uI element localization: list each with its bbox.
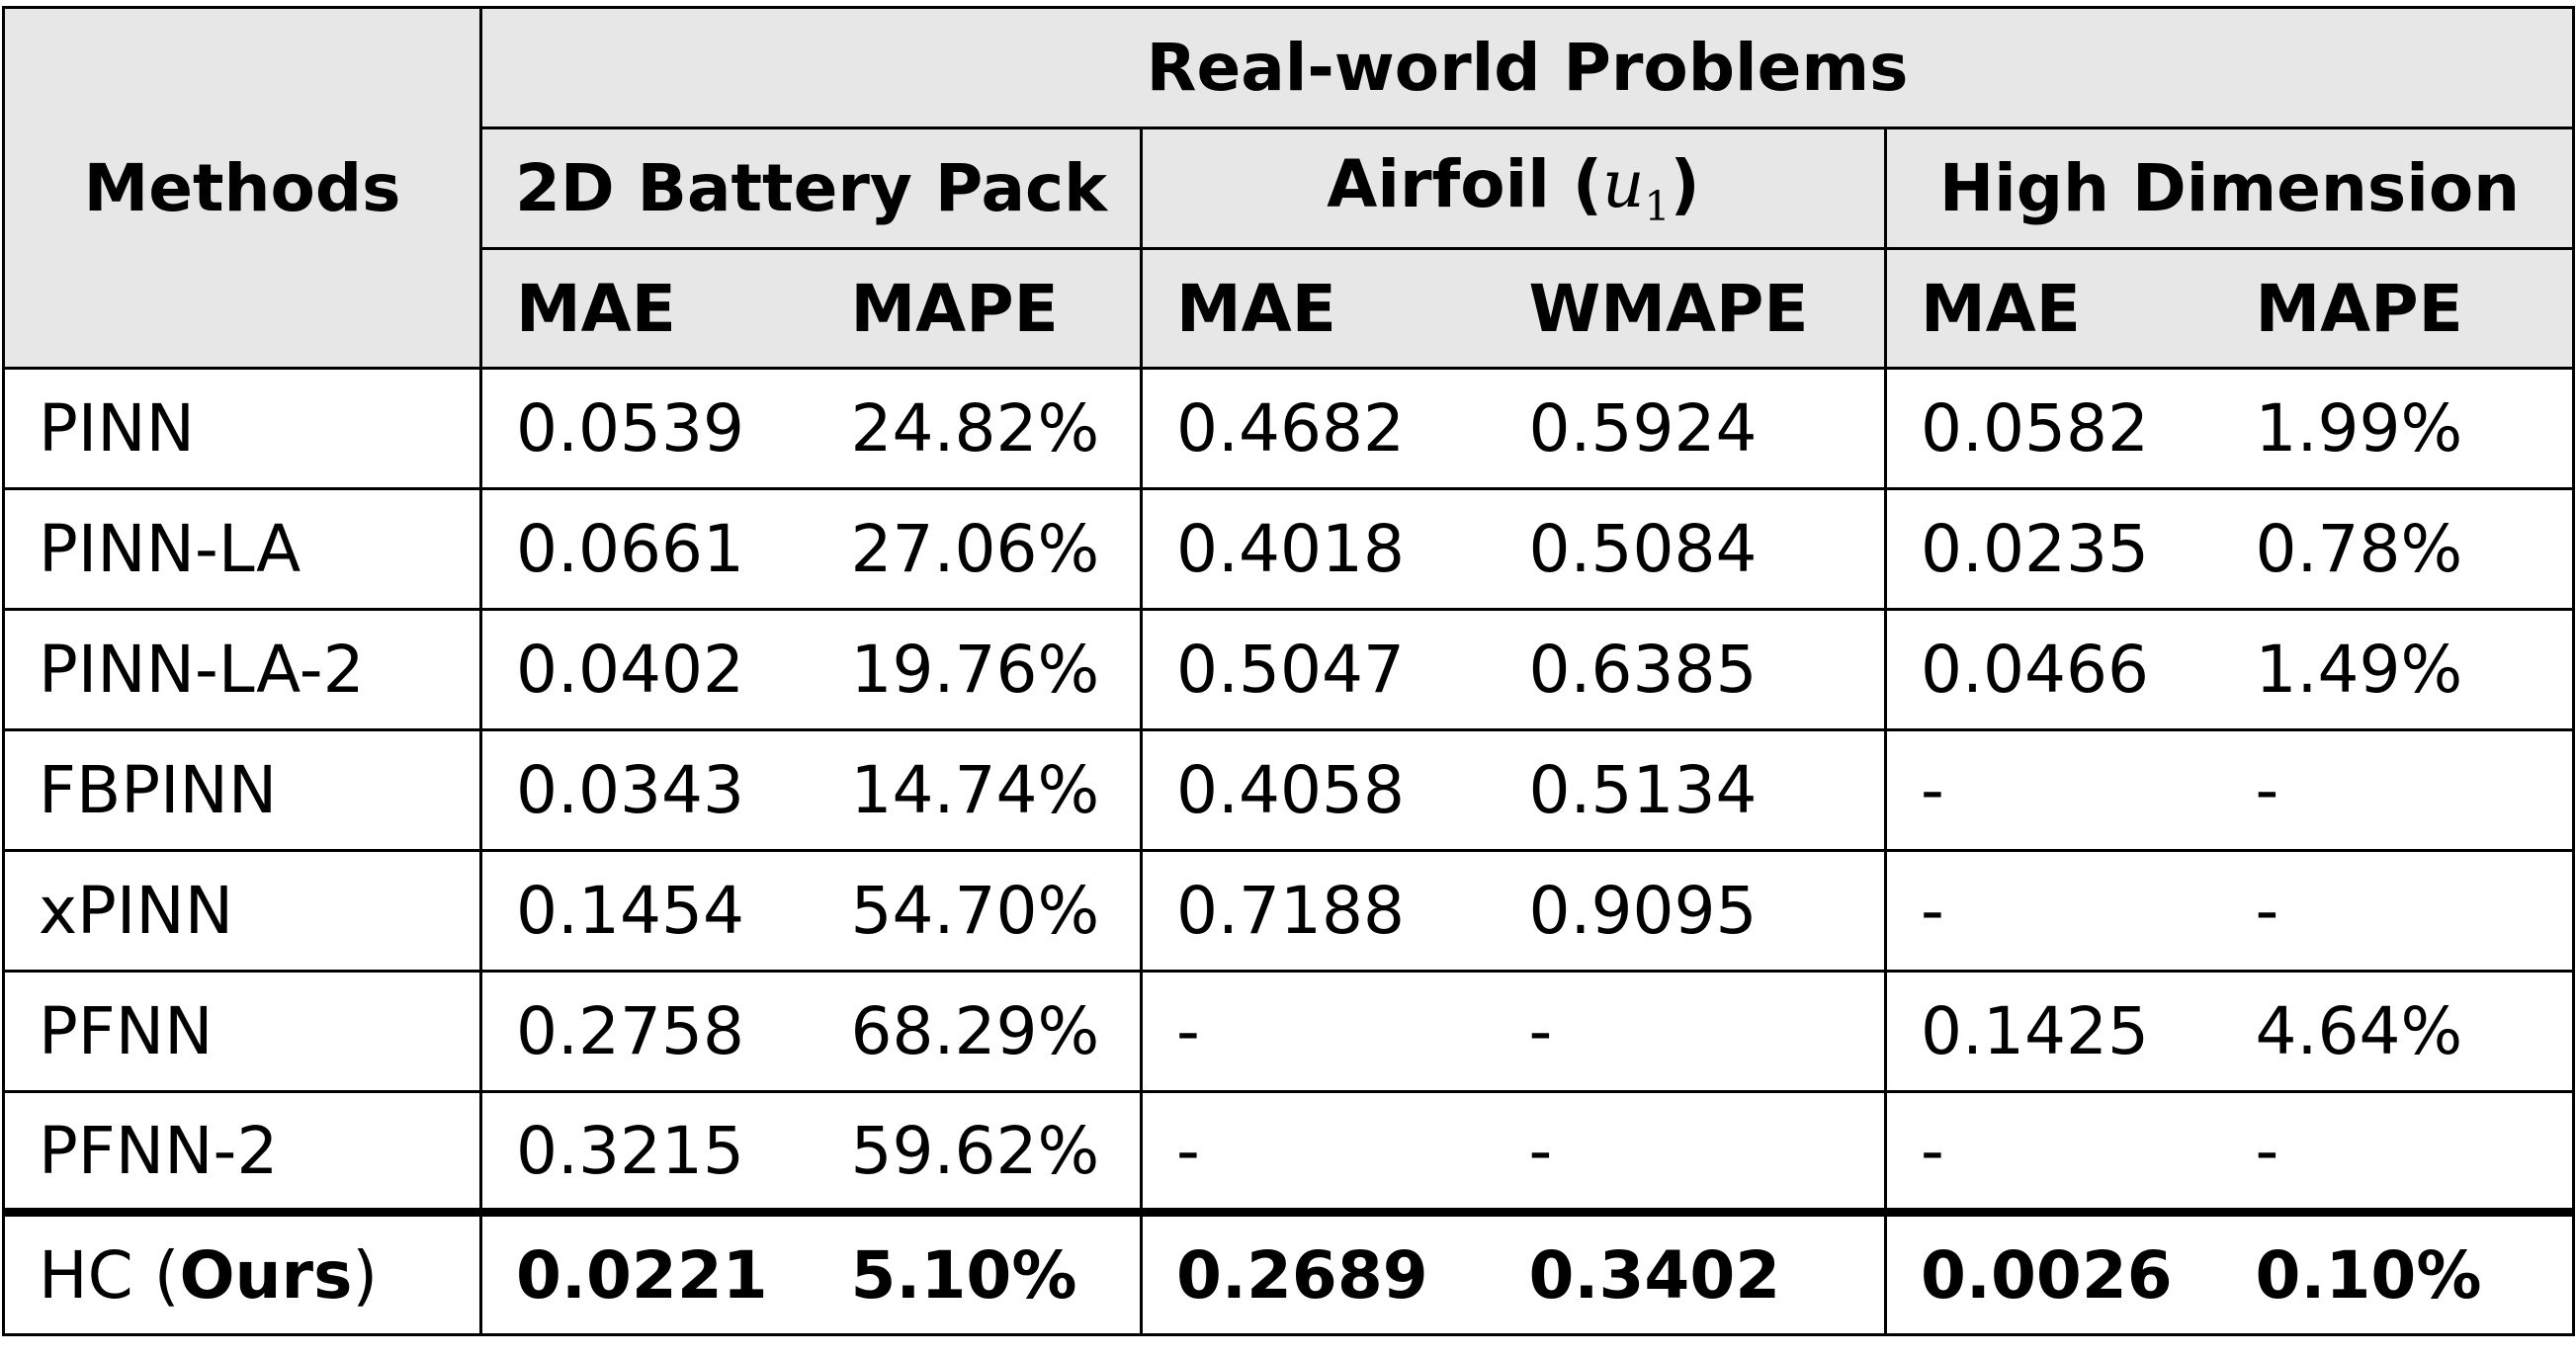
method-name: PINN-LA [2,487,482,611]
value-cell: - [2221,849,2576,973]
value-cell-best: 5.10% [816,1208,1143,1336]
metric-header: MAE [479,247,817,370]
table-row: PINN-LA 0.0661 27.06% 0.4018 0.5084 0.02… [2,487,2576,611]
value-cell: 19.76% [816,608,1143,731]
value-cell: 24.82% [816,367,1143,490]
value-cell: 0.4018 [1140,487,1496,611]
method-name: PFNN-2 [2,1090,482,1214]
problem-header-battery: 2D Battery Pack [479,127,1143,250]
value-cell: - [1495,970,1887,1093]
value-cell: 1.49% [2221,608,2576,731]
value-cell: - [1884,849,2222,973]
value-cell: 0.78% [2221,487,2576,611]
value-cell: 0.5047 [1140,608,1496,731]
value-cell: 0.2758 [479,970,817,1093]
method-name: FBPINN [2,728,482,852]
metric-header: MAE [1884,247,2222,370]
problem-header-high-dimension: High Dimension [1883,127,2576,250]
method-name: PINN-LA-2 [2,608,482,731]
value-cell: 0.3215 [479,1090,817,1214]
group-header: Real-world Problems [478,6,2576,129]
table-row: PINN 0.0539 24.82% 0.4682 0.5924 0.0582 … [2,367,2576,490]
value-cell-best: 0.0026 [1884,1208,2222,1336]
method-name: PFNN [2,970,482,1093]
header-row-1: Methods Real-world Problems [2,6,2576,370]
value-cell: - [1140,1090,1496,1214]
metric-header: MAE [1140,247,1496,370]
value-cell: 0.0402 [479,608,817,731]
table-row: FBPINN 0.0343 14.74% 0.4058 0.5134 - - [2,728,2576,852]
header-row-2: 2D Battery Pack Airfoil (u1) High Dimens… [3,127,2576,250]
value-cell: 0.9095 [1495,849,1887,973]
value-cell: 59.62% [816,1090,1143,1214]
value-cell: 0.4682 [1140,367,1496,490]
value-cell: 0.0466 [1884,608,2222,731]
method-name: xPINN [2,849,482,973]
airfoil-math-symbol: u1 [1601,145,1671,231]
value-cell: 0.1454 [479,849,817,973]
table-row: PFNN-2 0.3215 59.62% - - - - [2,1090,2576,1214]
value-cell-best: 0.0221 [479,1208,817,1336]
metric-header: WMAPE [1495,247,1887,370]
value-cell: 0.5134 [1495,728,1887,852]
value-cell: 0.7188 [1140,849,1496,973]
method-name: HC (Ours) [2,1208,482,1336]
value-cell-best: 0.3402 [1495,1208,1887,1336]
value-cell: 54.70% [816,849,1143,973]
value-cell: 27.06% [816,487,1143,611]
value-cell: 0.5924 [1495,367,1887,490]
value-cell: - [1884,728,2222,852]
table-row-ours: HC (Ours) 0.0221 5.10% 0.2689 0.3402 0.0… [2,1208,2576,1336]
value-cell: 0.0539 [479,367,817,490]
value-cell: 4.64% [2221,970,2576,1093]
value-cell: - [2221,728,2576,852]
table-row: xPINN 0.1454 54.70% 0.7188 0.9095 - - [2,849,2576,973]
metric-header: MAPE [2221,247,2576,370]
value-cell: 0.0235 [1884,487,2222,611]
table-row: PFNN 0.2758 68.29% - - 0.1425 4.64% [2,970,2576,1093]
value-cell: 68.29% [816,970,1143,1093]
value-cell-best: 0.2689 [1140,1208,1496,1336]
value-cell: 14.74% [816,728,1143,852]
value-cell-best: 0.10% [2221,1208,2576,1336]
method-name: PINN [2,367,482,490]
table-row: PINN-LA-2 0.0402 19.76% 0.5047 0.6385 0.… [2,608,2576,731]
metric-header: MAPE [816,247,1143,370]
value-cell: 0.0343 [479,728,817,852]
problem-header-airfoil: Airfoil (u1) [1140,127,1887,250]
value-cell: 0.0582 [1884,367,2222,490]
value-cell: 0.0661 [479,487,817,611]
value-cell: 1.99% [2221,367,2576,490]
value-cell: - [1495,1090,1887,1214]
results-table: Methods Real-world Problems 2D Battery P… [2,6,2576,1336]
value-cell: 0.4058 [1140,728,1496,852]
value-cell: - [1884,1090,2222,1214]
value-cell: 0.5084 [1495,487,1887,611]
value-cell: 0.1425 [1884,970,2222,1093]
value-cell: - [2221,1090,2576,1214]
value-cell: 0.6385 [1495,608,1887,731]
value-cell: - [1140,970,1496,1093]
methods-header: Methods [2,6,482,370]
